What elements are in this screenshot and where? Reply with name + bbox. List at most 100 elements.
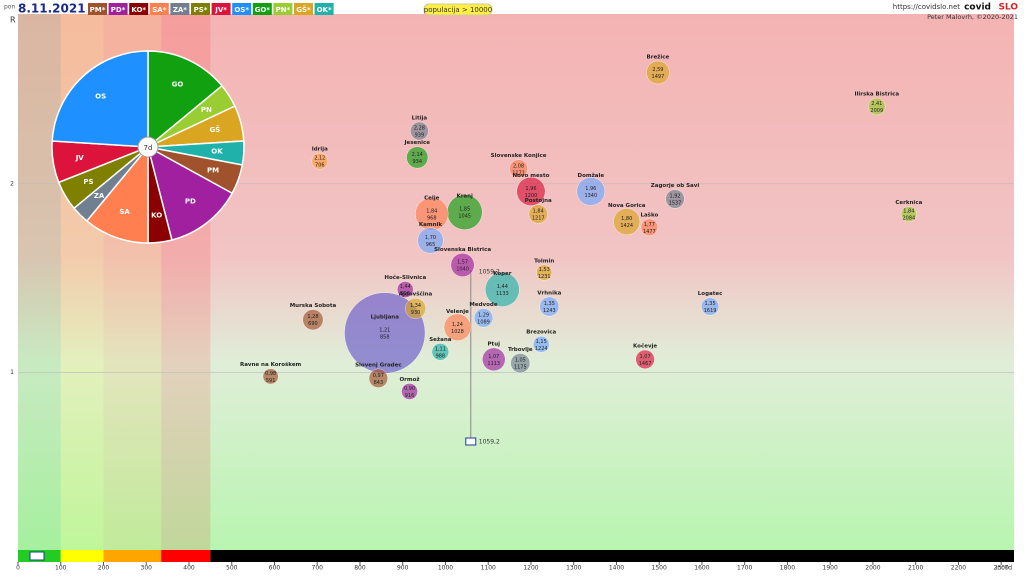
chart-layer: 0 100 200 300 400 500 600 700 800 900 1000 1100 1200… — [10, 14, 1014, 572]
town-bubble — [539, 296, 560, 317]
town-name: Domžale — [578, 172, 605, 179]
party-button[interactable] — [273, 3, 293, 15]
party-button[interactable] — [252, 3, 272, 15]
inc-label: 939 — [415, 133, 425, 139]
inc-label: 1231 — [538, 274, 551, 280]
r-label: 2,14 — [412, 152, 423, 158]
town-bubble — [640, 218, 659, 236]
party-button-label[interactable]: OS* — [234, 6, 249, 14]
party-button-label[interactable]: JV* — [214, 6, 227, 14]
town-bubble — [450, 253, 475, 278]
inc-label: 2084 — [902, 216, 915, 222]
party-button[interactable] — [314, 3, 334, 15]
town-bubble — [635, 349, 655, 370]
town-bubble — [401, 383, 418, 400]
party-button[interactable] — [88, 3, 107, 15]
inc-label: 968 — [427, 216, 437, 222]
party-button-label[interactable]: PD* — [111, 6, 126, 14]
town-bubble — [302, 309, 324, 331]
town-bubble — [536, 264, 553, 281]
r-label: 1,05 — [515, 358, 526, 364]
party-button[interactable] — [191, 3, 210, 15]
pie-label: PN — [201, 106, 212, 114]
pie-center-label: 7d — [144, 144, 153, 152]
town-name: Brežice — [647, 53, 670, 60]
town-bubble — [532, 335, 550, 353]
town-name: Tolmin — [534, 258, 554, 264]
party-button-label[interactable]: SA* — [152, 6, 166, 14]
party-button[interactable] — [232, 3, 252, 15]
x-tick-label: 600 — [269, 565, 281, 572]
party-button-label[interactable]: OK* — [317, 6, 332, 14]
party-button-label[interactable]: PS* — [194, 6, 208, 14]
town-bubble — [417, 227, 444, 254]
y-axis-label: R — [10, 16, 16, 25]
town-bubble — [410, 121, 429, 141]
r-label: 2,28 — [414, 126, 425, 132]
party-button[interactable] — [129, 3, 149, 15]
inc-label: 916 — [405, 393, 415, 399]
x-tick-label: 1300 — [566, 565, 581, 572]
r-label: 1,84 — [903, 209, 914, 215]
town-bubble — [368, 368, 389, 388]
inc-label: 906 — [401, 291, 411, 297]
x-tick-label: 500 — [226, 565, 238, 572]
pie-slice — [85, 144, 149, 244]
x-tick-label: 700 — [312, 565, 324, 572]
x-tick-label: 2200 — [951, 565, 966, 572]
brand: covid — [964, 3, 991, 13]
x-tick-label: 2100 — [908, 565, 923, 572]
day: pon — [4, 4, 15, 11]
party-button-label[interactable]: ZA* — [173, 6, 187, 14]
r-label: 1,35 — [544, 301, 555, 307]
pie-label: JV — [75, 154, 85, 162]
town-name: Hoče-Slivnica — [384, 274, 426, 281]
town-name: Cerknica — [895, 200, 922, 206]
town-name: Laško — [640, 211, 658, 218]
town-name: Ljubljana — [371, 314, 400, 320]
party-button-label[interactable]: PM* — [90, 6, 106, 14]
inc-label: 1537 — [669, 200, 682, 206]
r-label: 1,11 — [435, 346, 446, 352]
inc-label: 1424 — [620, 223, 633, 229]
party-button-label[interactable]: KO* — [131, 6, 146, 14]
party-button[interactable] — [211, 3, 231, 15]
party-button[interactable] — [170, 3, 190, 15]
inc-label: 965 — [426, 242, 436, 248]
party-button-label[interactable]: GO* — [255, 6, 271, 14]
inc-label: 843 — [374, 380, 384, 386]
party-button[interactable] — [108, 3, 128, 15]
x-tick-label: 0 — [16, 565, 20, 572]
pie-label: OK — [211, 147, 223, 155]
zone-bar — [60, 550, 104, 562]
filter-label[interactable]: populacija > 10000 — [424, 6, 492, 14]
url[interactable]: https://covidslo.net — [893, 3, 960, 11]
inc-label: 2009 — [870, 108, 883, 114]
party-button-label[interactable]: GŠ* — [296, 5, 311, 14]
town-bubble — [431, 343, 450, 361]
national-flag — [465, 437, 477, 446]
inc-label: 1340 — [584, 193, 597, 199]
x-tick-label: 1000 — [438, 565, 453, 572]
r-label: 0,98 — [265, 371, 276, 377]
party-button[interactable] — [149, 3, 169, 15]
x-tick-label: 1100 — [481, 565, 496, 572]
town-name: Slovenske Konjice — [491, 153, 547, 159]
x-tick-label: 1500 — [652, 565, 667, 572]
r-label: 1,34 — [410, 303, 421, 309]
x-tick-label: 900 — [397, 565, 409, 572]
pie-label: GO — [172, 80, 184, 88]
town-bubble — [406, 146, 429, 169]
national-label: 1059,2 — [479, 269, 500, 276]
town-name: Celje — [424, 196, 440, 202]
town-name: Ptuj — [488, 341, 501, 347]
town-bubble — [405, 297, 427, 319]
party-button[interactable] — [294, 3, 313, 15]
town-name: Slovenj Gradec — [355, 362, 402, 368]
filter-pill[interactable] — [423, 3, 493, 16]
pie-label: KO — [151, 212, 162, 220]
party-button-label[interactable]: PN* — [276, 6, 291, 14]
town-name: Litija — [412, 115, 428, 121]
town-name: Kočevje — [633, 342, 657, 349]
r-label: 1,70 — [425, 235, 436, 241]
